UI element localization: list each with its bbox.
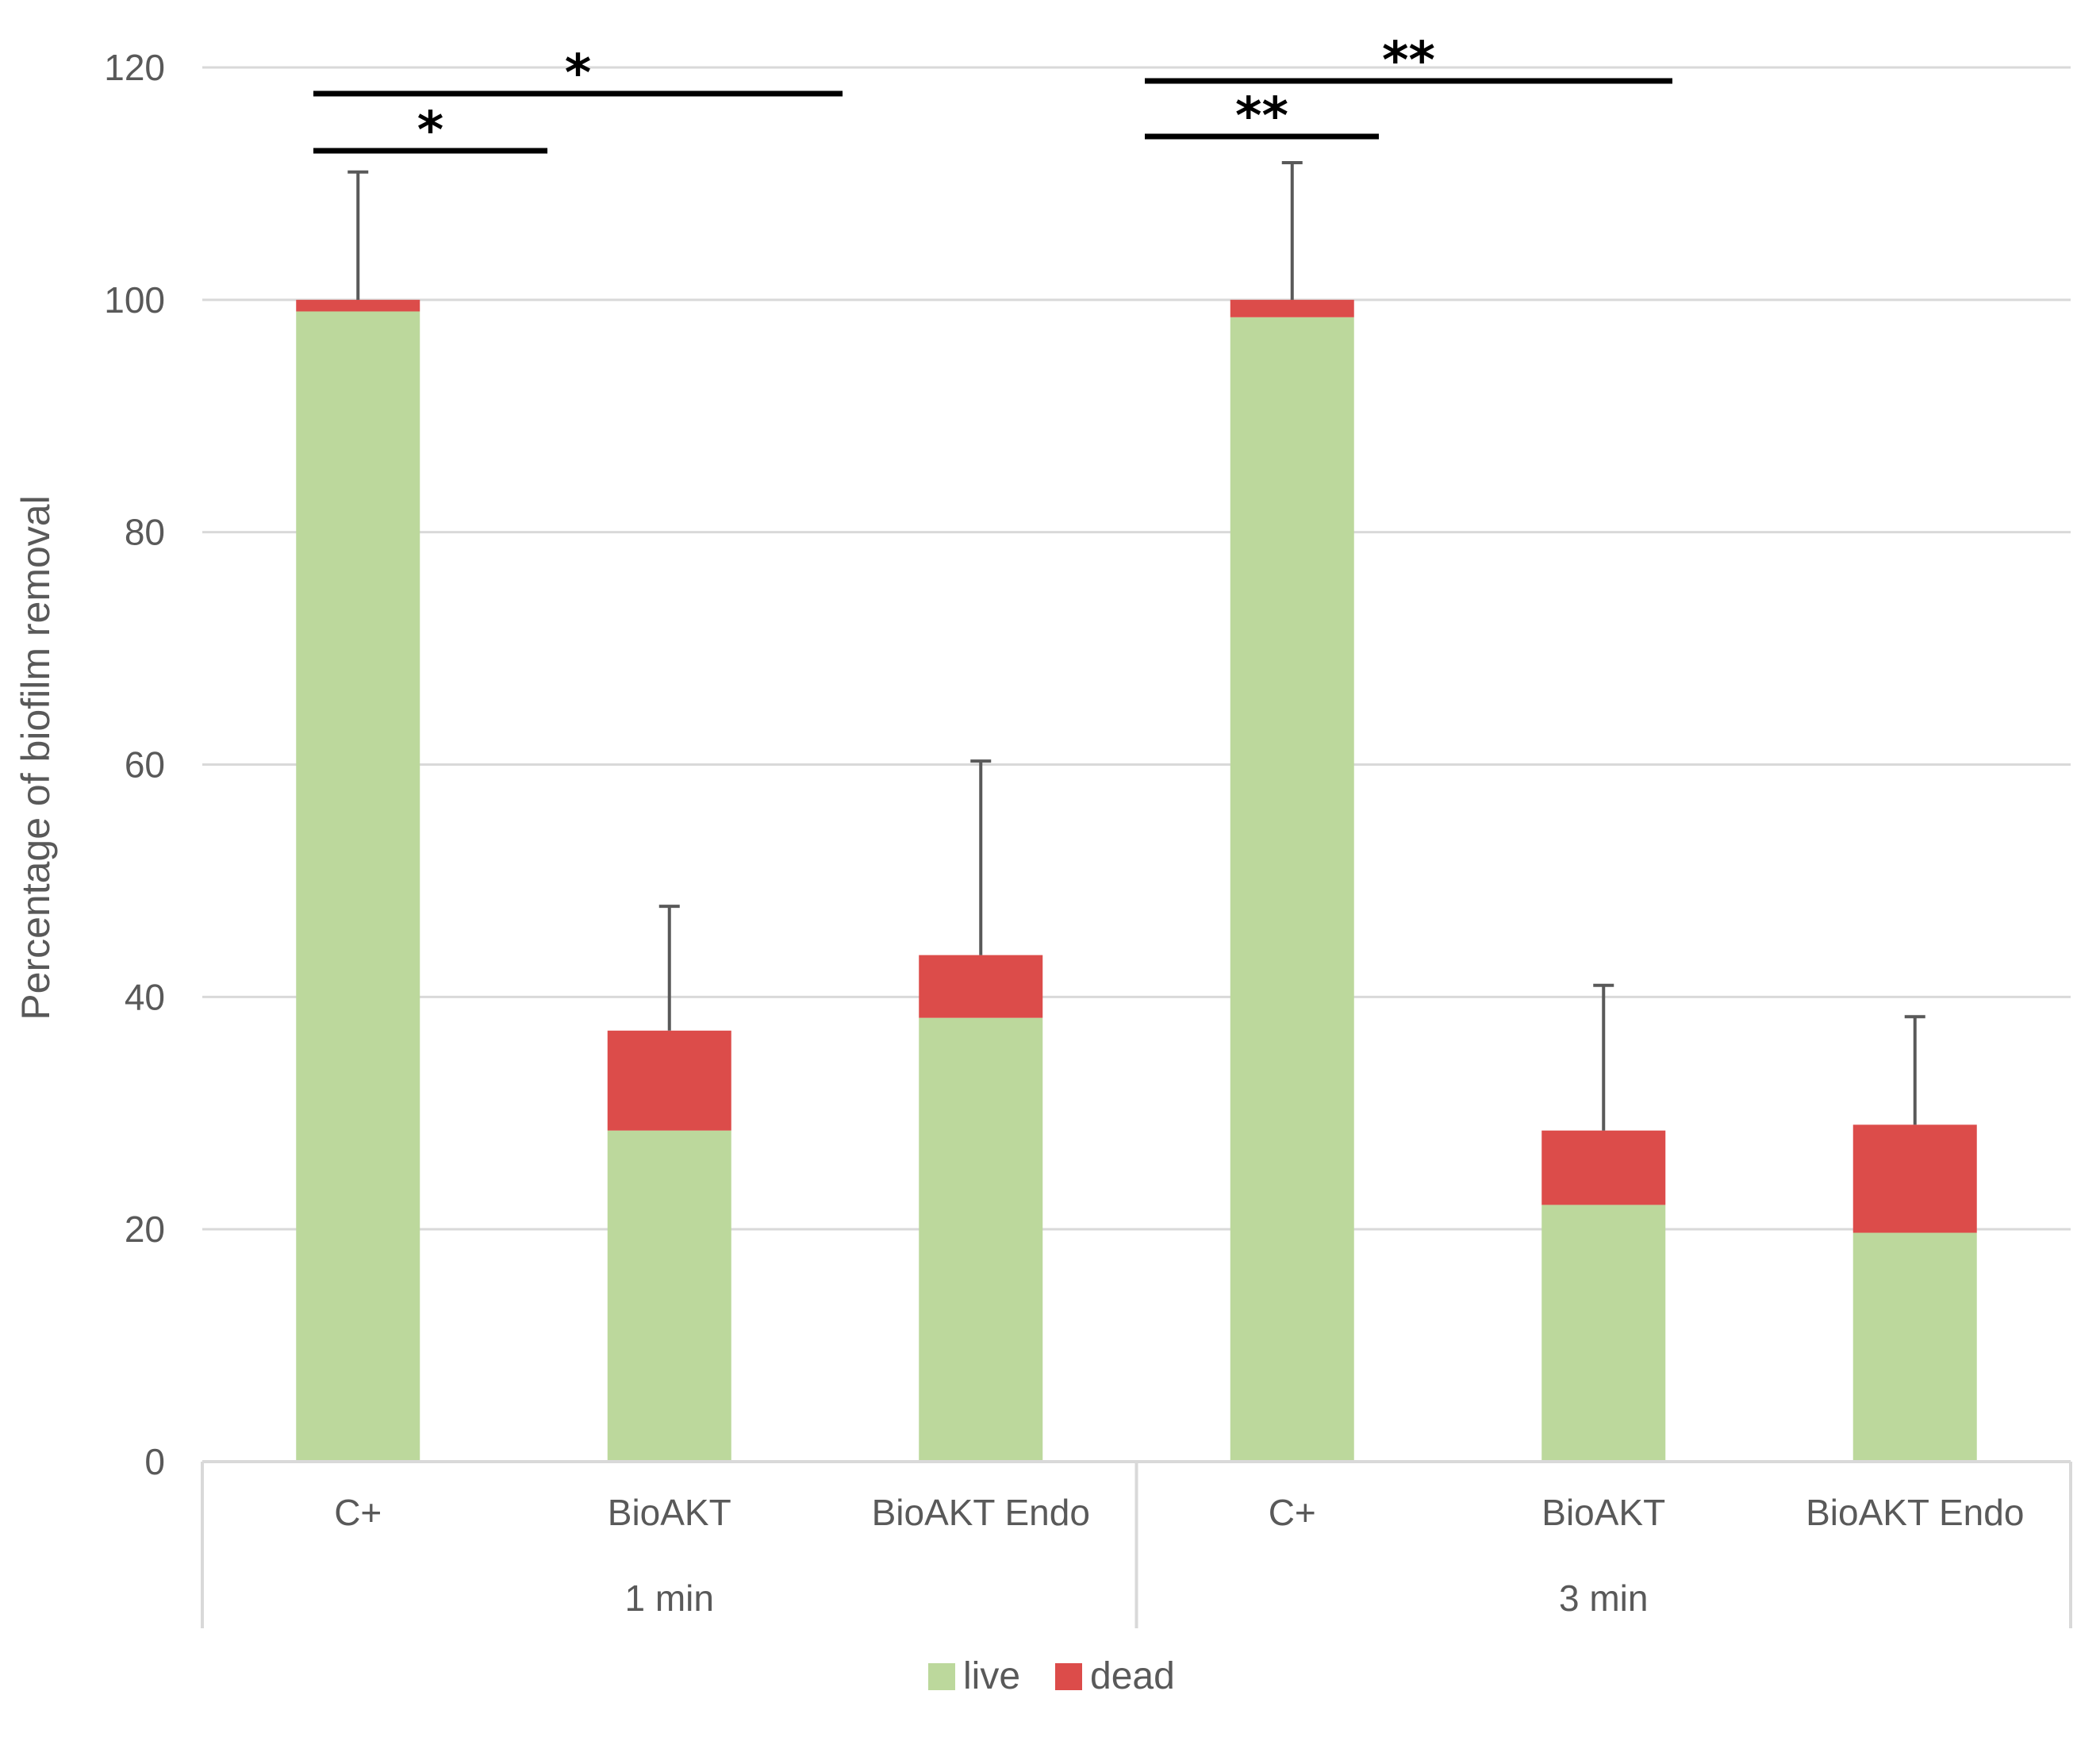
legend-swatch-live	[928, 1663, 955, 1690]
y-tick-label: 60	[125, 744, 165, 786]
x-category-label: C+	[334, 1492, 382, 1533]
y-tick-label: 40	[125, 976, 165, 1017]
bars	[296, 161, 1977, 1462]
x-group-label: 1 min	[625, 1578, 714, 1619]
legend-label-dead: dead	[1090, 1655, 1175, 1697]
y-axis-title: Percentage of biofilm removal	[13, 495, 58, 1020]
x-category-label: C+	[1269, 1492, 1316, 1533]
legend-label-live: live	[963, 1655, 1020, 1697]
y-tick-label: 120	[104, 47, 165, 88]
y-tick-label: 80	[125, 512, 165, 553]
bar-live	[296, 311, 420, 1462]
x-group-label: 3 min	[1559, 1578, 1648, 1619]
y-tick-label: 0	[144, 1441, 165, 1482]
significance-marker: *	[565, 44, 591, 103]
axes: 0 20 40 60 80 100 120 C+ BioAKT BioAKT Endo C+ BioA…	[104, 47, 2072, 1628]
x-category-label: BioAKT Endo	[1806, 1492, 2024, 1533]
significance-marker: **	[1235, 87, 1288, 146]
bar-dead	[919, 955, 1043, 1018]
bar-dead	[607, 1030, 731, 1131]
x-category-label: BioAKT Endo	[872, 1492, 1090, 1533]
bar-dead	[296, 299, 420, 312]
bar-dead	[1541, 1130, 1666, 1205]
x-category-label: BioAKT	[1541, 1492, 1665, 1533]
bar-live	[607, 1130, 731, 1462]
y-tick-label: 20	[125, 1209, 165, 1250]
x-category-label: BioAKT	[608, 1492, 731, 1533]
legend-swatch-dead	[1055, 1663, 1082, 1690]
bar-live	[1230, 317, 1354, 1462]
bar-live	[1852, 1232, 1977, 1462]
bar-live	[1541, 1205, 1666, 1462]
significance-marker: **	[1382, 32, 1435, 90]
bar-live	[919, 1017, 1043, 1462]
y-tick-label: 100	[104, 279, 165, 321]
bar-dead	[1230, 299, 1354, 317]
legend: live dead	[928, 1655, 1175, 1697]
significance-brackets: ******	[313, 32, 1672, 160]
gridlines	[202, 66, 2071, 1231]
significance-marker: *	[417, 102, 443, 160]
bar-dead	[1852, 1124, 1977, 1233]
